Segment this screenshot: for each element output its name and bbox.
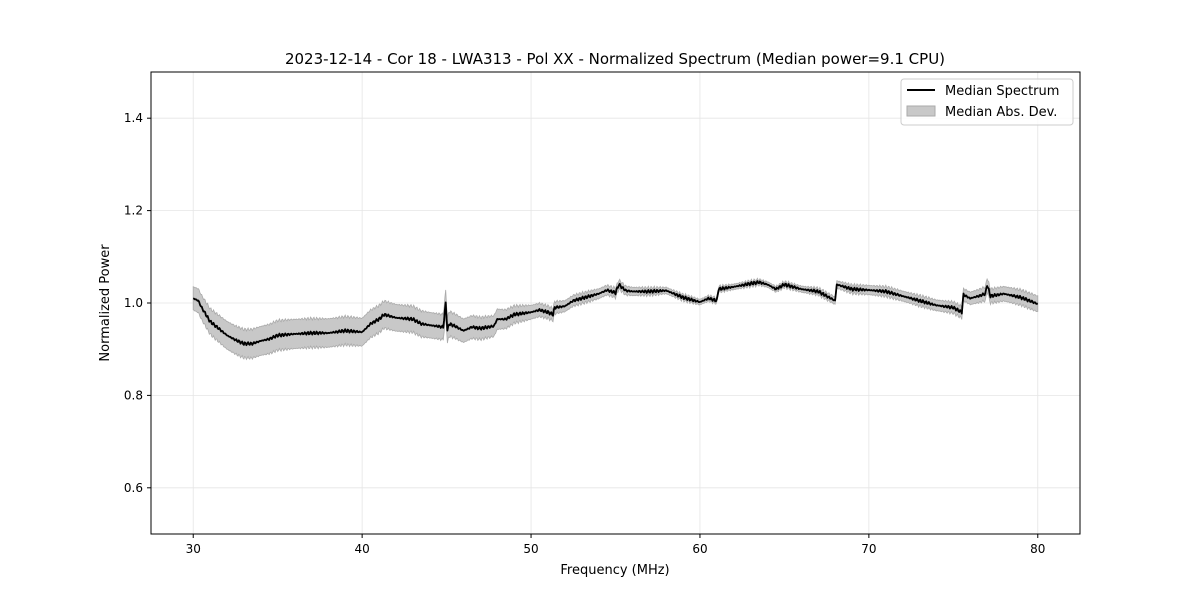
x-tick-label: 80 <box>1030 542 1045 556</box>
y-axis-ticks: 0.6 0.8 1.0 1.2 1.4 <box>124 111 151 495</box>
x-tick-label: 50 <box>523 542 538 556</box>
x-tick-label: 70 <box>861 542 876 556</box>
y-tick-label: 0.8 <box>124 388 143 402</box>
x-axis-label: Frequency (MHz) <box>560 563 669 578</box>
median-line <box>192 280 1039 347</box>
y-tick-label: 0.6 <box>124 481 143 495</box>
y-axis-label: Normalized Power <box>98 244 113 362</box>
mad-band-area <box>192 277 1039 361</box>
chart-title: 2023-12-14 - Cor 18 - LWA313 - Pol XX - … <box>285 50 945 68</box>
mad-band <box>192 277 1039 361</box>
legend-label-median: Median Spectrum <box>945 84 1059 99</box>
legend-box <box>900 78 1074 126</box>
x-tick-label: 60 <box>692 542 707 556</box>
median-spectrum-line <box>192 280 1039 347</box>
legend-label-mad: Median Abs. Dev. <box>945 105 1057 120</box>
x-tick-label: 40 <box>354 542 369 556</box>
y-tick-label: 1.4 <box>124 111 143 125</box>
legend: Median Spectrum Median Abs. Dev. <box>900 78 1074 126</box>
x-tick-label: 30 <box>186 542 201 556</box>
y-tick-label: 1.0 <box>124 296 143 310</box>
legend-band-swatch <box>906 105 936 117</box>
y-tick-label: 1.2 <box>124 204 143 218</box>
x-axis-ticks: 30 40 50 60 70 80 <box>186 534 1045 556</box>
